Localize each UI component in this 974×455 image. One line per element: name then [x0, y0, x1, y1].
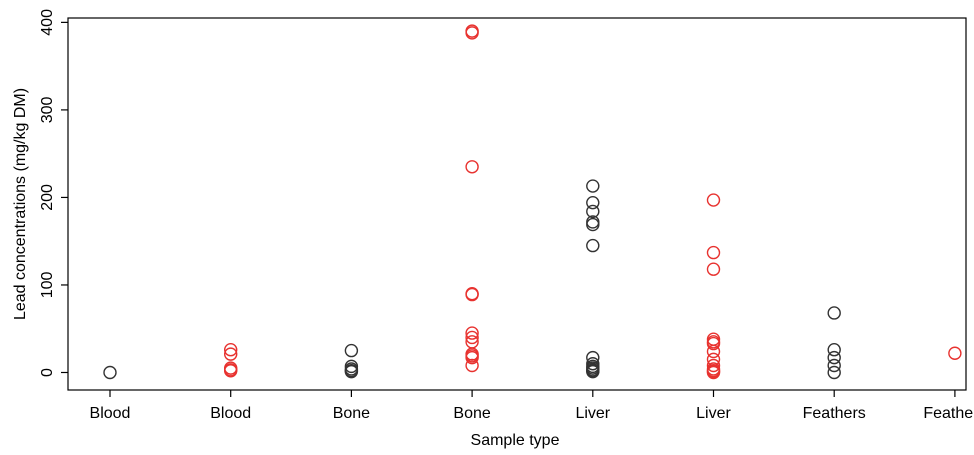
- data-point-red: [706, 344, 721, 359]
- data-point-black: [586, 204, 600, 219]
- data-point-red: [706, 336, 721, 351]
- data-point-black: [103, 365, 117, 380]
- y-tick-label: 400: [39, 9, 56, 36]
- x-tick-label: Feathers: [803, 405, 866, 422]
- data-point-black: [586, 238, 600, 253]
- data-point-red: [706, 193, 721, 207]
- data-point-black: [586, 195, 600, 210]
- x-tick-label: Feathers: [923, 405, 974, 422]
- data-points: [103, 24, 962, 380]
- x-tick-label: Blood: [90, 405, 131, 422]
- y-tick-label: 0: [39, 368, 56, 377]
- x-tick-label: Bone: [333, 405, 370, 422]
- data-point-red: [706, 262, 721, 276]
- data-point-red: [223, 364, 238, 378]
- data-point-red: [706, 365, 721, 380]
- data-point-red: [706, 358, 721, 373]
- y-axis: 0 100 200 300 400: [39, 9, 68, 377]
- data-point-black: [827, 343, 841, 357]
- data-point-red: [465, 160, 479, 174]
- x-tick-label: Liver: [696, 405, 731, 422]
- data-point-red: [948, 346, 962, 360]
- y-tick-label: 100: [39, 272, 56, 299]
- y-tick-label: 300: [39, 96, 56, 123]
- data-point-red: [465, 287, 479, 302]
- data-point-red: [223, 343, 238, 357]
- data-point-black: [586, 364, 600, 379]
- data-point-red: [465, 358, 479, 373]
- data-point-black: [827, 350, 841, 365]
- data-point-red: [465, 326, 479, 340]
- data-point-black: [586, 179, 600, 193]
- data-point-red: [465, 26, 479, 40]
- plot-frame: [67, 17, 967, 391]
- data-point-red: [223, 347, 238, 361]
- data-point-red: [465, 350, 479, 365]
- data-point-black: [586, 217, 600, 232]
- data-point-black: [344, 343, 359, 358]
- data-point-black: [827, 365, 841, 380]
- x-tick-label: Liver: [575, 405, 610, 422]
- x-axis: Blood Blood Bone Bone Liver Liver Feathers Feat…: [90, 390, 974, 422]
- data-point-red: [706, 245, 721, 260]
- y-tick-label: 200: [39, 184, 56, 211]
- data-point-red: [465, 330, 479, 345]
- data-point-black: [827, 306, 841, 320]
- data-point-black: [344, 364, 359, 379]
- y-axis-title: Lead concentrations (mg/kg DM): [12, 88, 29, 320]
- x-tick-label: Bone: [453, 405, 490, 422]
- x-axis-title: Sample type: [471, 432, 560, 449]
- data-point-black: [827, 358, 841, 373]
- x-tick-label: Blood: [210, 405, 251, 422]
